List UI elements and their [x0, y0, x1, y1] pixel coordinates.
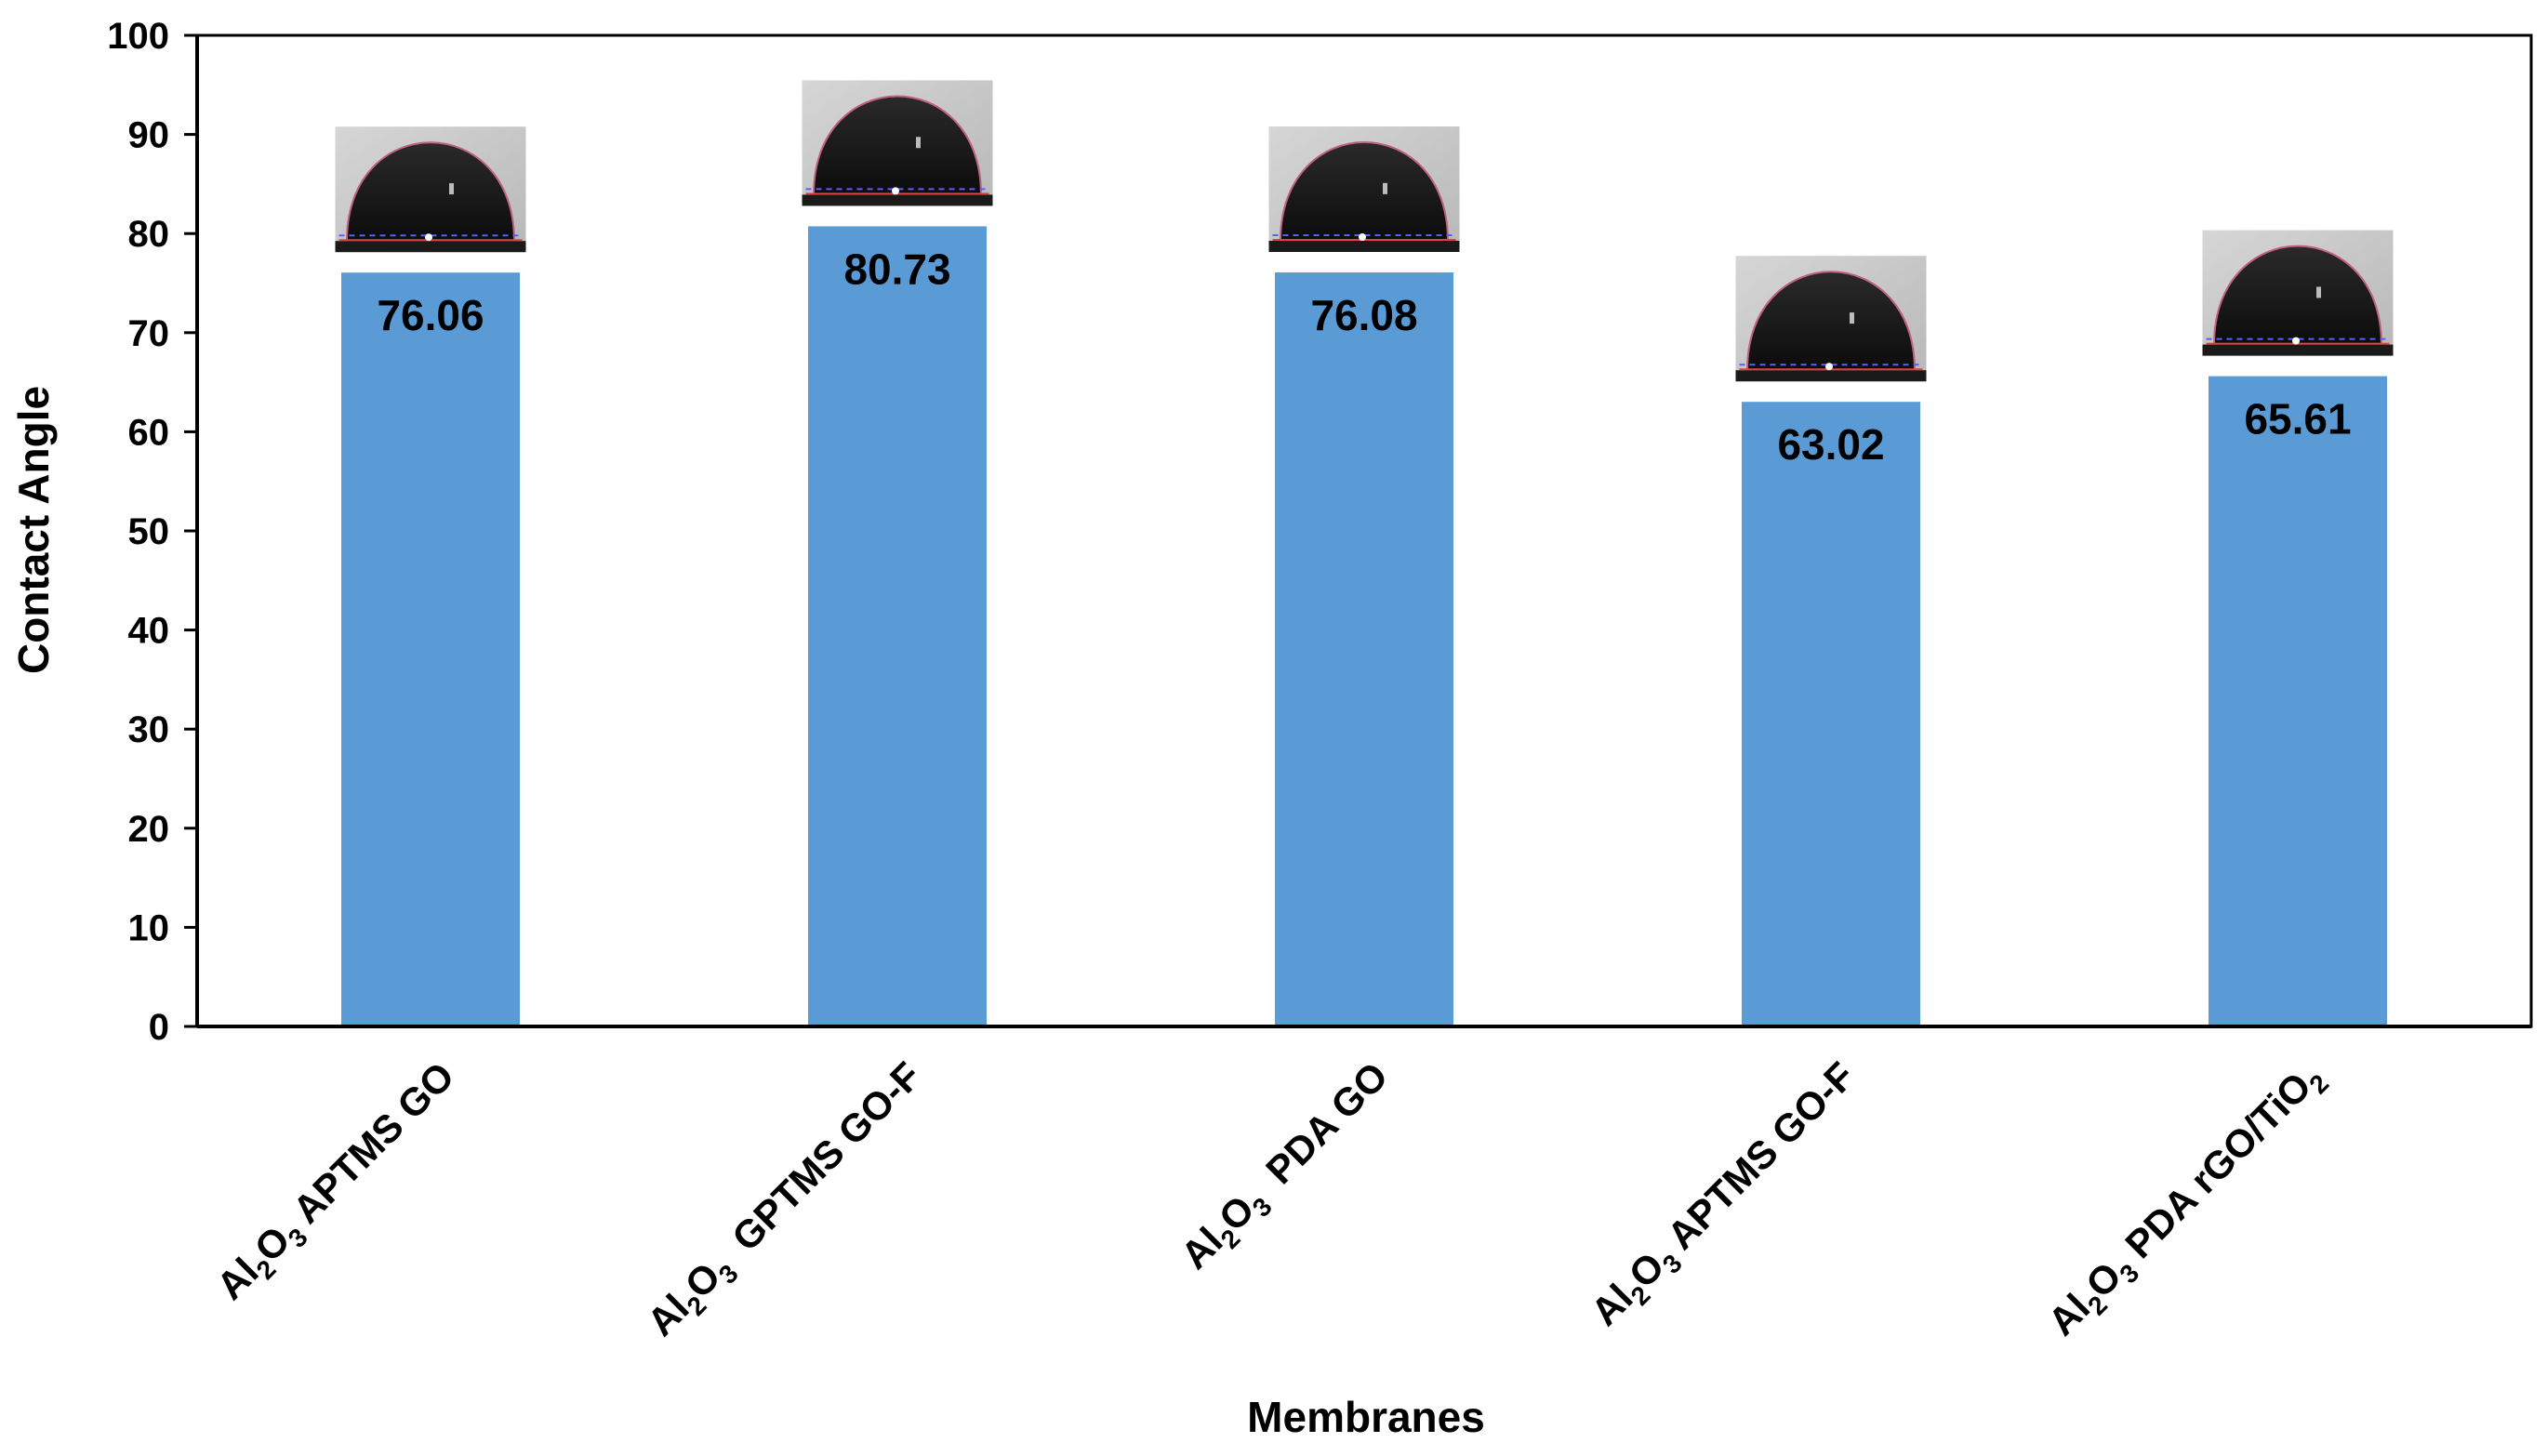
x-category-label: Al2O3 GPTMS GO-F	[639, 1053, 935, 1349]
x-category-label: Al2O3 PDA rGO/TiO2	[2039, 1053, 2334, 1348]
y-tick-label: 0	[149, 1007, 169, 1048]
y-tick-label: 40	[128, 611, 170, 652]
plot-frame	[195, 33, 2533, 1028]
x-category-label: Al2O3 APTMS GO-F	[1583, 1053, 1868, 1339]
label-text: APTMS GO	[278, 1053, 463, 1238]
label-text: GPTMS GO-F	[709, 1053, 930, 1275]
label-text: PDA rGO/TiO	[2109, 1064, 2319, 1274]
y-axis-ticks: 0 10 20 30 40 50 60 70 80 90 100	[107, 16, 197, 1048]
x-axis-category-labels: Al2O3 APTMS GO Al2O3 GPTMS GO-F Al2O3 PDA …	[208, 1053, 2335, 1349]
bar	[341, 272, 520, 1026]
contact-angle-droplet-image	[2202, 230, 2394, 356]
y-tick-label: 90	[128, 115, 170, 156]
y-tick-label: 70	[128, 313, 170, 354]
y-tick-label: 60	[128, 412, 170, 453]
label-text: PDA GO	[1242, 1053, 1397, 1208]
y-tick-label: 10	[128, 907, 170, 948]
y-tick-label: 30	[128, 709, 170, 750]
bar-value-label: 76.08	[1310, 291, 1417, 339]
contact-angle-droplet-image	[1735, 256, 1927, 382]
contact-angle-droplet-image	[1268, 126, 1460, 252]
x-axis-title: Membranes	[1247, 1393, 1485, 1441]
bar	[1742, 402, 1920, 1026]
bar-value-label: 63.02	[1777, 420, 1884, 469]
label-text: APTMS GO-F	[1652, 1053, 1864, 1264]
y-tick-label: 50	[128, 511, 170, 552]
x-category-label: Al2O3 APTMS GO	[208, 1053, 468, 1313]
bar	[808, 226, 987, 1026]
bar-value-label: 76.06	[377, 291, 484, 339]
droplet-images-group	[335, 80, 2394, 382]
bars-group: 76.06 80.73 76.08 63.02 65.61	[341, 226, 2387, 1027]
bar-value-label: 80.73	[843, 245, 950, 293]
y-tick-label: 80	[128, 214, 170, 255]
y-axis-title: Contact Angle	[9, 386, 58, 674]
bar	[2209, 376, 2387, 1026]
bar	[1275, 271, 1453, 1027]
bar-value-label: 65.61	[2244, 395, 2351, 443]
contact-angle-droplet-image	[335, 126, 526, 253]
contact-angle-droplet-image	[802, 80, 993, 206]
x-category-label: Al2O3 PDA GO	[1173, 1053, 1401, 1282]
y-tick-label: 100	[107, 16, 169, 57]
y-tick-label: 20	[128, 809, 170, 850]
